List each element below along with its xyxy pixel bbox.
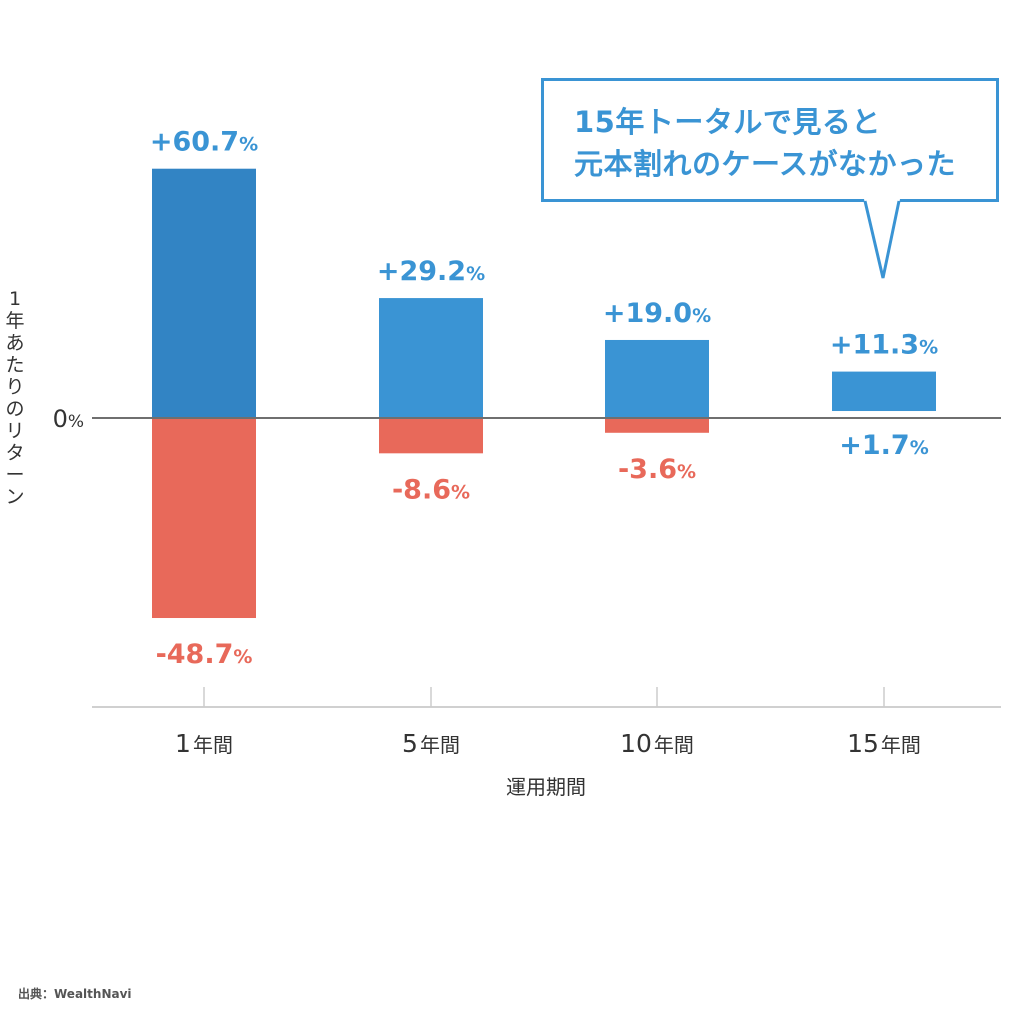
data-label-min-1: -48.7% <box>156 639 253 670</box>
source-credit: 出典：WealthNavi <box>18 987 132 1001</box>
data-label-max-1: +60.7% <box>150 127 258 158</box>
data-label-max-2: +29.2% <box>377 256 485 287</box>
callout-box: 15年トータルで見ると 元本割れのケースがなかった <box>541 78 999 202</box>
x-tick-label-1: 1 年間 <box>175 729 233 758</box>
x-axis-label: 運用期間 <box>506 775 586 799</box>
data-label-min-4: +1.7% <box>839 430 929 461</box>
data-label-min-2: -8.6% <box>392 474 470 505</box>
callout-pointer <box>863 199 901 279</box>
x-tick-label-2: 5 年間 <box>402 729 460 758</box>
zero-label: 0% <box>53 405 84 433</box>
x-tick-label-4: 15 年間 <box>847 729 921 758</box>
bar-min-2 <box>379 418 483 454</box>
bar-max-2 <box>379 298 483 418</box>
bar-max-1 <box>152 168 256 418</box>
callout-line-1: 15年トータルで見ると <box>574 105 881 139</box>
data-label-max-4: +11.3% <box>830 330 938 361</box>
bar-max-4 <box>832 371 936 412</box>
bar-min-1 <box>152 418 256 619</box>
data-label-max-3: +19.0% <box>603 298 711 329</box>
bar-max-3 <box>605 339 709 418</box>
data-label-min-3: -3.6% <box>618 454 696 485</box>
x-tick-label-3: 10 年間 <box>620 729 694 758</box>
y-axis-label: 1年あたりのリターン <box>5 288 25 508</box>
callout-line-2: 元本割れのケースがなかった <box>574 147 957 181</box>
bar-min-3 <box>605 418 709 433</box>
